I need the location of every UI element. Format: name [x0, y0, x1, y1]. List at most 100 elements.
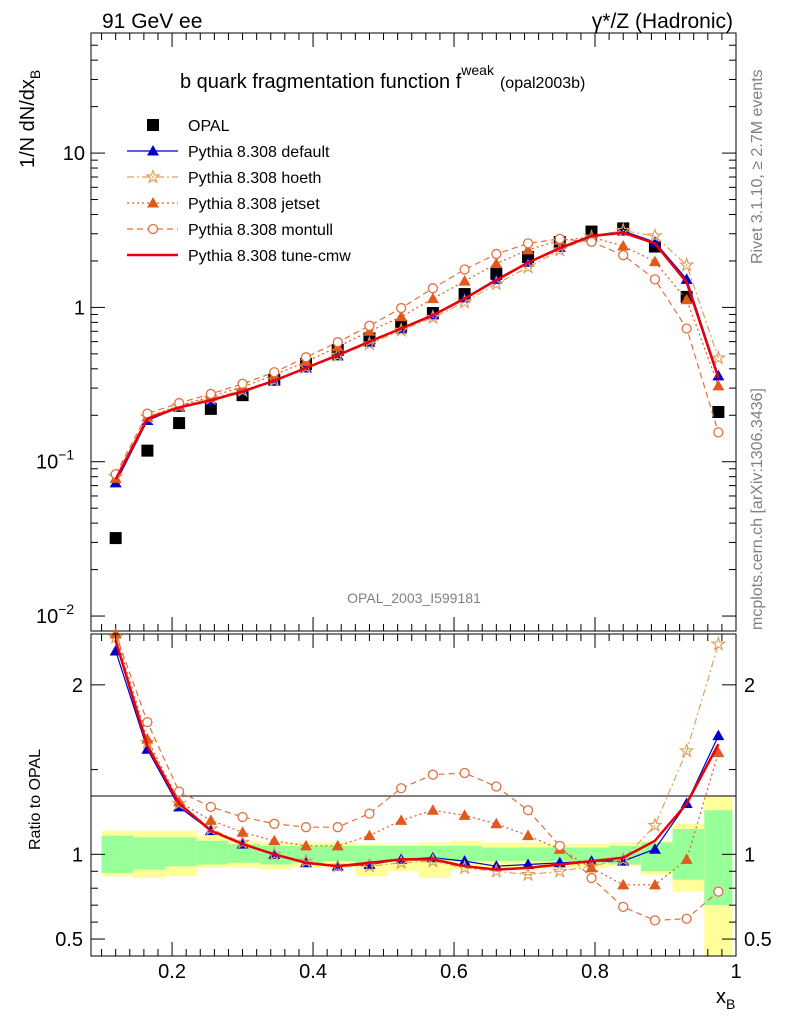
ratio-y-tick-label-right: 0.5 — [744, 929, 772, 951]
marker-pythia-8-308-montull — [491, 248, 502, 260]
series-line-pythia-8-308-hoeth — [115, 229, 719, 477]
ratio-marker-pythia-8-308-default — [648, 843, 661, 854]
marker-pythia-8-308-hoeth — [678, 256, 695, 272]
ratio-marker-pythia-8-308-montull — [586, 872, 597, 884]
legend-marker-pythia-8-308-hoeth — [145, 168, 161, 184]
ratio-marker-pythia-8-308-jetset — [204, 814, 217, 825]
marker-pythia-8-308-montull — [713, 427, 724, 438]
ratio-line-pythia-8-308-tune-cmw — [114, 640, 720, 871]
plot-title-sup: weak — [460, 62, 495, 78]
legend: OPAL Pythia 8.308 default Pythia 8.308 hoe… — [127, 118, 351, 265]
marker-pythia-8-308-default — [648, 236, 661, 247]
header-energy-label: 91 GeV ee — [102, 10, 202, 33]
legend-marker-opal — [147, 119, 159, 131]
x-tick-label: 0.6 — [440, 961, 468, 983]
legend-label-opal: OPAL — [188, 118, 230, 135]
ratio-marker-pythia-8-308-jetset — [617, 878, 630, 890]
marker-pythia-8-308-jetset — [426, 292, 439, 304]
marker-pythia-8-308-hoeth — [361, 335, 378, 351]
marker-pythia-8-308-jetset — [617, 239, 630, 251]
main-y-axis-label: 1/N dN/dxB — [17, 70, 43, 168]
marker-pythia-8-308-jetset — [712, 379, 725, 391]
ratio-marker-pythia-8-308-jetset — [268, 834, 281, 846]
marker-pythia-8-308-hoeth — [393, 322, 410, 338]
ratio-marker-pythia-8-308-jetset — [141, 733, 154, 744]
stat-band — [672, 828, 705, 880]
y-tick-label: 10−2 — [36, 601, 74, 628]
x-tick-label: 0.2 — [158, 961, 186, 983]
marker-pythia-8-308-montull — [681, 323, 692, 334]
plot-title: b quark fragmentation function fweak (opa… — [180, 62, 585, 93]
ratio-marker-pythia-8-308-montull — [332, 822, 343, 833]
ratio-marker-pythia-8-308-montull — [681, 913, 692, 924]
ratio-marker-pythia-8-308-montull — [173, 786, 185, 797]
data-point-opal — [141, 444, 154, 457]
marker-pythia-8-308-montull — [459, 264, 470, 275]
stat-band — [323, 845, 356, 862]
marker-pythia-8-308-montull — [618, 250, 629, 261]
series-line-pythia-8-308-jetset — [115, 236, 719, 479]
ratio-marker-pythia-8-308-jetset — [363, 829, 376, 841]
ratio-y-axis-label: Ratio to OPAL — [27, 749, 44, 850]
ratio-marker-pythia-8-308-montull — [205, 801, 216, 813]
ratio-marker-pythia-8-308-montull — [269, 818, 280, 829]
ratio-marker-pythia-8-308-jetset — [585, 861, 598, 873]
data-point-opal — [204, 402, 217, 415]
y-tick-label: 1 — [74, 297, 85, 319]
ratio-marker-pythia-8-308-hoeth — [647, 817, 663, 833]
marker-pythia-8-308-hoeth — [647, 227, 663, 243]
main-y-axis-label-text: 1/N dN/dx — [17, 79, 39, 168]
stat-band — [418, 845, 451, 862]
ratio-line-pythia-8-308-hoeth — [115, 637, 719, 876]
marker-pythia-8-308-default — [680, 273, 693, 284]
stat-band — [387, 845, 419, 862]
ratio-marker-pythia-8-308-hoeth — [551, 862, 568, 878]
marker-pythia-8-308-hoeth — [424, 309, 441, 325]
stat-band — [133, 837, 166, 870]
stat-band — [165, 837, 197, 867]
x-tick-label: 1 — [730, 961, 741, 983]
marker-pythia-8-308-jetset — [458, 275, 471, 286]
ratio-y-tick-label-right: 2 — [744, 675, 755, 697]
marker-pythia-8-308-jetset — [490, 257, 503, 269]
ratio-marker-pythia-8-308-jetset — [680, 853, 693, 864]
ratio-plot-panel: 0.5 0.51 12 20.2 0.4 0.6 0.8 1 Ratio to OPAL xB — [27, 628, 772, 1012]
ratio-marker-pythia-8-308-jetset — [236, 826, 249, 837]
x-tick-label: 0.8 — [581, 961, 609, 983]
ratio-plot-frame — [90, 633, 737, 957]
ratio-marker-pythia-8-308-montull — [142, 716, 153, 728]
ratio-marker-pythia-8-308-montull — [396, 783, 407, 794]
legend-label-pythia-8-308-jetset: Pythia 8.308 jetset — [188, 196, 320, 213]
stat-band — [355, 845, 388, 863]
stat-band — [101, 835, 134, 873]
main-y-axis-label-sub: B — [27, 70, 43, 79]
ratio-marker-pythia-8-308-jetset — [648, 878, 661, 890]
data-point-opal — [712, 405, 725, 418]
marker-pythia-8-308-montull — [396, 302, 407, 314]
ratio-marker-pythia-8-308-montull — [522, 805, 534, 816]
ratio-marker-pythia-8-308-montull — [427, 769, 439, 780]
x-tick-label: 0.4 — [299, 961, 327, 983]
y-tick-label: 10 — [63, 143, 85, 165]
marker-pythia-8-308-hoeth — [234, 382, 251, 398]
marker-pythia-8-308-hoeth — [710, 349, 727, 365]
ratio-y-tick-label-left: 2 — [72, 675, 83, 697]
stat-band — [228, 844, 261, 863]
mcplots-label: mcplots.cern.ch [arXiv:1306.3436] — [749, 388, 766, 630]
ratio-marker-pythia-8-308-montull — [491, 781, 502, 792]
y-tick-label-exponent: −2 — [58, 601, 74, 617]
ratio-marker-pythia-8-308-montull — [554, 840, 565, 851]
ratio-marker-pythia-8-308-jetset — [712, 746, 725, 758]
x-axis-label: xB — [716, 986, 735, 1012]
plot-title-text: b quark fragmentation function f — [180, 71, 462, 93]
marker-pythia-8-308-jetset — [522, 243, 535, 255]
marker-pythia-8-308-montull — [300, 352, 312, 363]
ratio-marker-pythia-8-308-jetset — [522, 829, 535, 841]
marker-pythia-8-308-montull — [649, 274, 661, 285]
stat-band — [609, 845, 641, 865]
stat-band — [545, 847, 578, 862]
ratio-marker-pythia-8-308-jetset — [395, 814, 408, 825]
ratio-marker-pythia-8-308-default — [712, 729, 725, 741]
ratio-marker-pythia-8-308-jetset — [426, 804, 439, 815]
